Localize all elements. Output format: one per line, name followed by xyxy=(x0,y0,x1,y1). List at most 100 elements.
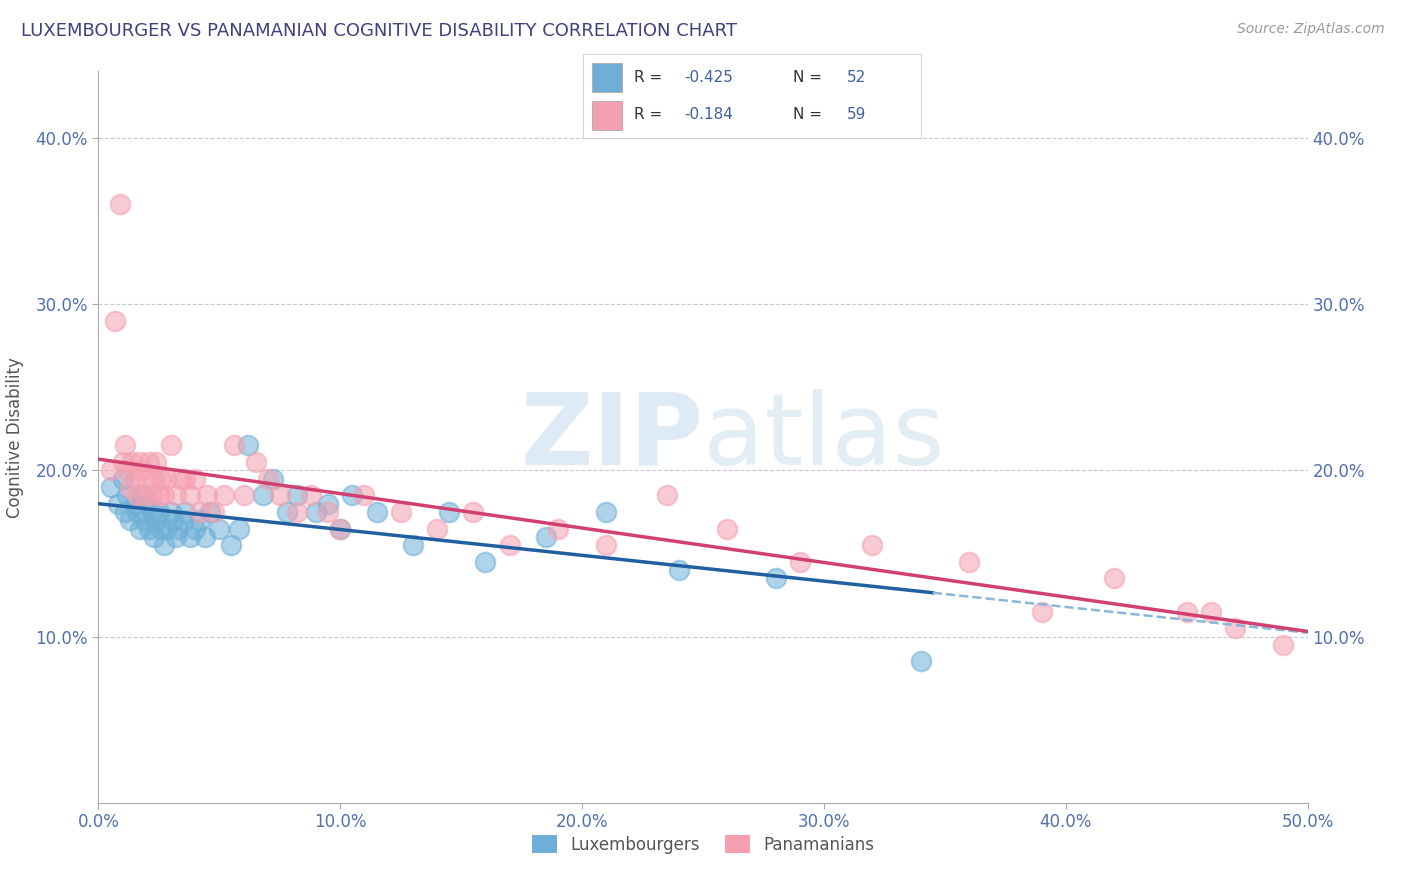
Point xyxy=(114,438,136,452)
Point xyxy=(245,455,267,469)
Point xyxy=(316,505,339,519)
Point xyxy=(194,530,217,544)
Point xyxy=(212,488,235,502)
Point xyxy=(135,472,157,486)
Point xyxy=(134,488,156,502)
Point xyxy=(957,555,980,569)
Point xyxy=(167,521,190,535)
Point xyxy=(143,472,166,486)
Text: -0.425: -0.425 xyxy=(685,70,734,85)
Point xyxy=(143,530,166,544)
Point xyxy=(135,497,157,511)
Point xyxy=(269,488,291,502)
Point xyxy=(305,505,328,519)
Point xyxy=(128,455,150,469)
Point xyxy=(124,472,146,486)
Point xyxy=(1199,605,1222,619)
Point xyxy=(179,488,201,502)
Point xyxy=(198,505,221,519)
Point xyxy=(285,488,308,502)
Text: 59: 59 xyxy=(846,107,866,122)
Point xyxy=(145,513,167,527)
Point xyxy=(366,505,388,519)
Point xyxy=(498,538,520,552)
Point xyxy=(595,505,617,519)
Point xyxy=(1031,605,1053,619)
Point xyxy=(152,488,174,502)
Point xyxy=(169,472,191,486)
Text: R =: R = xyxy=(634,107,668,122)
Text: -0.184: -0.184 xyxy=(685,107,734,122)
Point xyxy=(547,521,569,535)
Point xyxy=(426,521,449,535)
Point xyxy=(221,538,243,552)
Text: ZIP: ZIP xyxy=(520,389,703,485)
Point xyxy=(789,555,811,569)
Point xyxy=(1175,605,1198,619)
Y-axis label: Cognitive Disability: Cognitive Disability xyxy=(7,357,24,517)
Point xyxy=(188,513,211,527)
Point xyxy=(329,521,352,535)
Point xyxy=(118,513,141,527)
Point xyxy=(131,488,153,502)
Point xyxy=(128,521,150,535)
Point xyxy=(184,472,207,486)
Point xyxy=(108,197,131,211)
Text: Source: ZipAtlas.com: Source: ZipAtlas.com xyxy=(1237,22,1385,37)
Point xyxy=(165,530,187,544)
Point xyxy=(765,571,787,585)
Point xyxy=(117,463,139,477)
Point xyxy=(100,463,122,477)
Point xyxy=(595,538,617,552)
Point xyxy=(104,314,127,328)
Point xyxy=(228,521,250,535)
Point xyxy=(285,505,308,519)
Point xyxy=(134,513,156,527)
Point xyxy=(124,497,146,511)
Point xyxy=(534,530,557,544)
Point xyxy=(204,505,226,519)
Point xyxy=(127,505,149,519)
Point xyxy=(145,455,167,469)
Point xyxy=(174,472,197,486)
Point xyxy=(860,538,883,552)
Point xyxy=(655,488,678,502)
Point xyxy=(353,488,375,502)
Point xyxy=(1223,621,1246,635)
Text: LUXEMBOURGER VS PANAMANIAN COGNITIVE DISABILITY CORRELATION CHART: LUXEMBOURGER VS PANAMANIAN COGNITIVE DIS… xyxy=(21,22,737,40)
Text: R =: R = xyxy=(634,70,668,85)
Text: atlas: atlas xyxy=(703,389,945,485)
Point xyxy=(342,488,364,502)
Point xyxy=(238,438,260,452)
Point xyxy=(121,455,143,469)
Point xyxy=(118,480,141,494)
Point xyxy=(160,505,183,519)
Point xyxy=(150,472,173,486)
Point xyxy=(107,497,129,511)
Point xyxy=(114,505,136,519)
Point xyxy=(165,488,187,502)
Point xyxy=(1102,571,1125,585)
Point xyxy=(148,505,170,519)
Point xyxy=(316,497,339,511)
Point xyxy=(155,521,177,535)
Point xyxy=(184,521,207,535)
Point xyxy=(276,505,298,519)
Point xyxy=(155,472,177,486)
Point xyxy=(329,521,352,535)
Text: N =: N = xyxy=(793,107,827,122)
Point xyxy=(174,505,197,519)
Point xyxy=(141,488,163,502)
Point xyxy=(252,488,274,502)
Point xyxy=(232,488,254,502)
Point xyxy=(195,488,218,502)
Text: N =: N = xyxy=(793,70,827,85)
Point xyxy=(179,530,201,544)
Point xyxy=(402,538,425,552)
Point xyxy=(910,655,932,669)
Point xyxy=(111,472,134,486)
Point xyxy=(474,555,496,569)
Point xyxy=(668,563,690,577)
Point xyxy=(299,488,322,502)
Point xyxy=(716,521,738,535)
